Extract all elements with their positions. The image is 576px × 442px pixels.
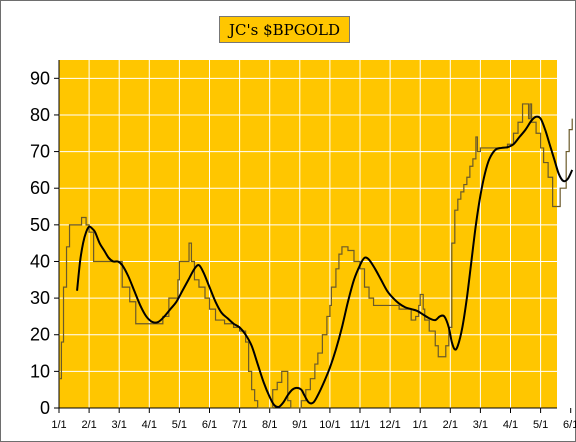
x-tick-label: 7/1 (232, 419, 247, 431)
x-tick-label: 2/1 (443, 419, 458, 431)
y-tick-label: 80 (30, 105, 50, 125)
y-tick-label: 70 (30, 142, 50, 162)
x-tick-label: 3/1 (473, 419, 488, 431)
x-tick-label: 12/1 (379, 419, 400, 431)
y-tick-label: 0 (40, 398, 50, 418)
plot-area (59, 60, 557, 408)
x-tick-label: 2/1 (81, 419, 96, 431)
x-tick-label: 6/1 (563, 419, 576, 431)
series-line-1 (76, 115, 574, 409)
y-tick-label: 30 (30, 288, 50, 308)
y-tick-label: 50 (30, 215, 50, 235)
y-tick-label: 60 (30, 178, 50, 198)
x-tick-label: 3/1 (112, 419, 127, 431)
chart-title: JC's $BPGOLD (219, 16, 350, 43)
x-tick-label: 10/1 (319, 419, 340, 431)
y-tick-label: 90 (30, 68, 50, 88)
x-tick-label: 4/1 (142, 419, 157, 431)
x-tick-label: 5/1 (172, 419, 187, 431)
x-tick-label: 11/1 (350, 419, 371, 431)
y-tick-label: 10 (30, 361, 50, 381)
x-tick-label: 5/1 (533, 419, 548, 431)
x-tick-label: 9/1 (292, 419, 307, 431)
x-tick-label: 1/1 (51, 419, 66, 431)
x-tick-label: 4/1 (503, 419, 518, 431)
x-tick-label: 1/1 (413, 419, 428, 431)
gridlines (59, 60, 572, 408)
x-tick-label: 8/1 (262, 419, 277, 431)
x-axis-ticks: 1/1 2/1 3/1 4/1 5/1 6/1 7/1 8/1 9/1 10/1 11/1 12/1 1… (51, 407, 576, 431)
y-axis-ticks: 0 10 20 30 40 50 60 70 80 90 (30, 60, 60, 418)
y-tick-label: 40 (30, 251, 50, 271)
x-tick-label: 6/1 (202, 419, 217, 431)
series-group (59, 103, 574, 409)
y-tick-label: 20 (30, 325, 50, 345)
